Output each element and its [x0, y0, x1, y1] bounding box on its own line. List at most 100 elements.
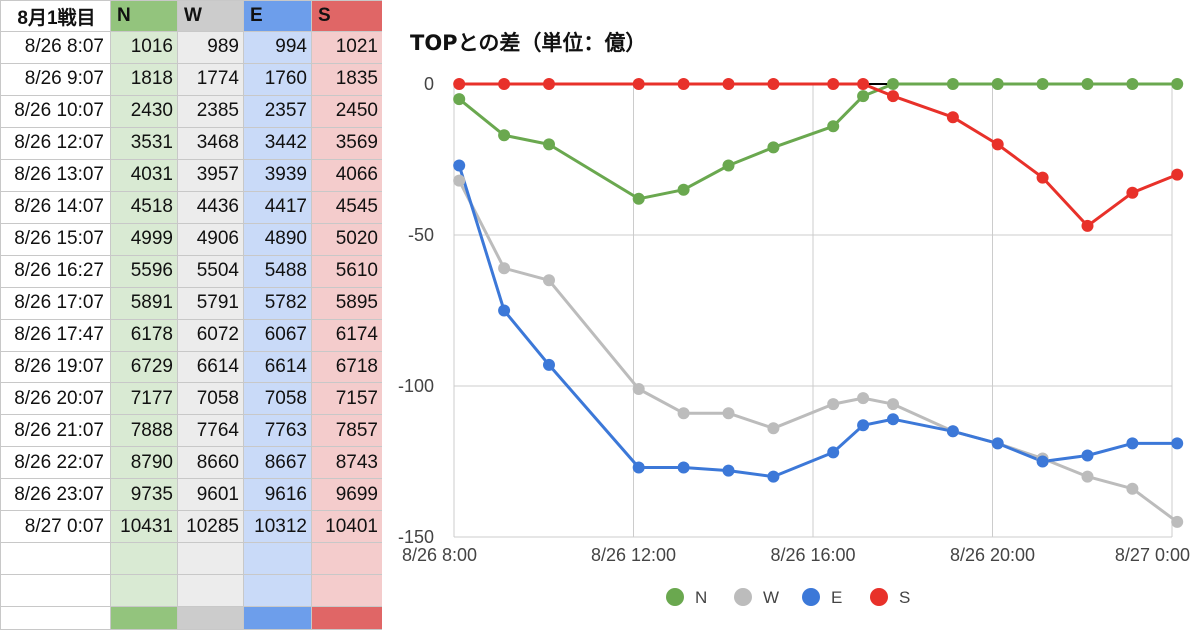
empty-cell[interactable] — [243, 574, 312, 608]
empty-cell[interactable] — [110, 542, 178, 576]
cell-e[interactable]: 7763 — [243, 414, 312, 448]
cell-time[interactable]: 8/26 14:07 — [0, 190, 111, 224]
cell-e[interactable]: 9616 — [243, 478, 312, 512]
cell-n[interactable]: 5596 — [110, 254, 178, 288]
cell-s[interactable]: 7157 — [311, 382, 383, 416]
cell-time[interactable]: 8/26 15:07 — [0, 222, 111, 256]
empty-cell[interactable] — [311, 574, 383, 608]
cell-e[interactable]: 10312 — [243, 510, 312, 544]
cell-s[interactable]: 6718 — [311, 350, 383, 384]
cell-w[interactable]: 7764 — [177, 414, 244, 448]
cell-n[interactable]: 3531 — [110, 126, 178, 160]
footer-cell-w[interactable] — [177, 606, 244, 630]
cell-w[interactable]: 5504 — [177, 254, 244, 288]
cell-w[interactable]: 6614 — [177, 350, 244, 384]
cell-s[interactable]: 4545 — [311, 190, 383, 224]
empty-cell[interactable] — [0, 574, 111, 608]
corner-header[interactable]: 8月1戦目 — [0, 0, 111, 32]
cell-n[interactable]: 10431 — [110, 510, 178, 544]
cell-s[interactable]: 6174 — [311, 318, 383, 352]
cell-s[interactable]: 10401 — [311, 510, 383, 544]
cell-e[interactable]: 6067 — [243, 318, 312, 352]
empty-cell[interactable] — [243, 542, 312, 576]
cell-e[interactable]: 8667 — [243, 446, 312, 480]
cell-s[interactable]: 5895 — [311, 286, 383, 320]
cell-time[interactable]: 8/26 8:07 — [0, 31, 111, 64]
cell-s[interactable]: 7857 — [311, 414, 383, 448]
cell-n[interactable]: 4031 — [110, 158, 178, 192]
cell-time[interactable]: 8/27 0:07 — [0, 510, 111, 544]
cell-time[interactable]: 8/26 13:07 — [0, 158, 111, 192]
cell-s[interactable]: 9699 — [311, 478, 383, 512]
cell-e[interactable]: 5782 — [243, 286, 312, 320]
empty-cell[interactable] — [177, 542, 244, 576]
cell-w[interactable]: 9601 — [177, 478, 244, 512]
cell-time[interactable]: 8/26 12:07 — [0, 126, 111, 160]
cell-w[interactable]: 4436 — [177, 190, 244, 224]
empty-cell[interactable] — [0, 606, 111, 630]
cell-n[interactable]: 6729 — [110, 350, 178, 384]
footer-cell-e[interactable] — [243, 606, 312, 630]
cell-w[interactable]: 3957 — [177, 158, 244, 192]
cell-s[interactable]: 5610 — [311, 254, 383, 288]
cell-n[interactable]: 9735 — [110, 478, 178, 512]
cell-time[interactable]: 8/26 23:07 — [0, 478, 111, 512]
empty-cell[interactable] — [311, 542, 383, 576]
column-header-n[interactable]: N — [110, 0, 178, 32]
cell-w[interactable]: 1774 — [177, 62, 244, 96]
cell-time[interactable]: 8/26 9:07 — [0, 62, 111, 96]
cell-time[interactable]: 8/26 17:47 — [0, 318, 111, 352]
cell-w[interactable]: 7058 — [177, 382, 244, 416]
cell-n[interactable]: 2430 — [110, 94, 178, 128]
cell-e[interactable]: 5488 — [243, 254, 312, 288]
cell-n[interactable]: 6178 — [110, 318, 178, 352]
cell-s[interactable]: 4066 — [311, 158, 383, 192]
cell-e[interactable]: 6614 — [243, 350, 312, 384]
cell-n[interactable]: 4999 — [110, 222, 178, 256]
cell-n[interactable]: 7888 — [110, 414, 178, 448]
cell-w[interactable]: 5791 — [177, 286, 244, 320]
cell-time[interactable]: 8/26 20:07 — [0, 382, 111, 416]
cell-n[interactable]: 1016 — [110, 31, 178, 64]
cell-time[interactable]: 8/26 19:07 — [0, 350, 111, 384]
cell-s[interactable]: 8743 — [311, 446, 383, 480]
column-header-s[interactable]: S — [311, 0, 383, 32]
column-header-e[interactable]: E — [243, 0, 312, 32]
empty-cell[interactable] — [177, 574, 244, 608]
empty-cell[interactable] — [0, 542, 111, 576]
cell-n[interactable]: 8790 — [110, 446, 178, 480]
cell-time[interactable]: 8/26 17:07 — [0, 286, 111, 320]
cell-time[interactable]: 8/26 22:07 — [0, 446, 111, 480]
cell-w[interactable]: 3468 — [177, 126, 244, 160]
cell-e[interactable]: 994 — [243, 31, 312, 64]
cell-n[interactable]: 7177 — [110, 382, 178, 416]
cell-e[interactable]: 2357 — [243, 94, 312, 128]
cell-w[interactable]: 10285 — [177, 510, 244, 544]
cell-w[interactable]: 2385 — [177, 94, 244, 128]
cell-n[interactable]: 5891 — [110, 286, 178, 320]
cell-w[interactable]: 989 — [177, 31, 244, 64]
cell-w[interactable]: 8660 — [177, 446, 244, 480]
cell-time[interactable]: 8/26 21:07 — [0, 414, 111, 448]
cell-s[interactable]: 5020 — [311, 222, 383, 256]
cell-s[interactable]: 2450 — [311, 94, 383, 128]
cell-time[interactable]: 8/26 10:07 — [0, 94, 111, 128]
footer-cell-s[interactable] — [311, 606, 383, 630]
column-header-w[interactable]: W — [177, 0, 244, 32]
cell-e[interactable]: 4417 — [243, 190, 312, 224]
cell-w[interactable]: 6072 — [177, 318, 244, 352]
cell-e[interactable]: 1760 — [243, 62, 312, 96]
cell-e[interactable]: 3939 — [243, 158, 312, 192]
footer-cell-n[interactable] — [110, 606, 178, 630]
cell-n[interactable]: 4518 — [110, 190, 178, 224]
cell-s[interactable]: 3569 — [311, 126, 383, 160]
cell-s[interactable]: 1835 — [311, 62, 383, 96]
cell-time[interactable]: 8/26 16:27 — [0, 254, 111, 288]
cell-s[interactable]: 1021 — [311, 31, 383, 64]
cell-e[interactable]: 4890 — [243, 222, 312, 256]
cell-n[interactable]: 1818 — [110, 62, 178, 96]
cell-e[interactable]: 7058 — [243, 382, 312, 416]
empty-cell[interactable] — [110, 574, 178, 608]
cell-e[interactable]: 3442 — [243, 126, 312, 160]
cell-w[interactable]: 4906 — [177, 222, 244, 256]
